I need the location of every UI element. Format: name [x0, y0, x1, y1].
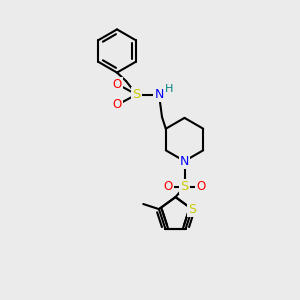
- Text: O: O: [112, 77, 122, 91]
- Text: O: O: [164, 180, 172, 193]
- Text: N: N: [180, 154, 189, 168]
- Text: S: S: [188, 202, 196, 216]
- Text: H: H: [164, 84, 173, 94]
- Text: S: S: [132, 88, 141, 101]
- Text: S: S: [180, 180, 189, 193]
- Text: O: O: [196, 180, 206, 193]
- Text: O: O: [112, 98, 122, 112]
- Text: N: N: [154, 88, 164, 101]
